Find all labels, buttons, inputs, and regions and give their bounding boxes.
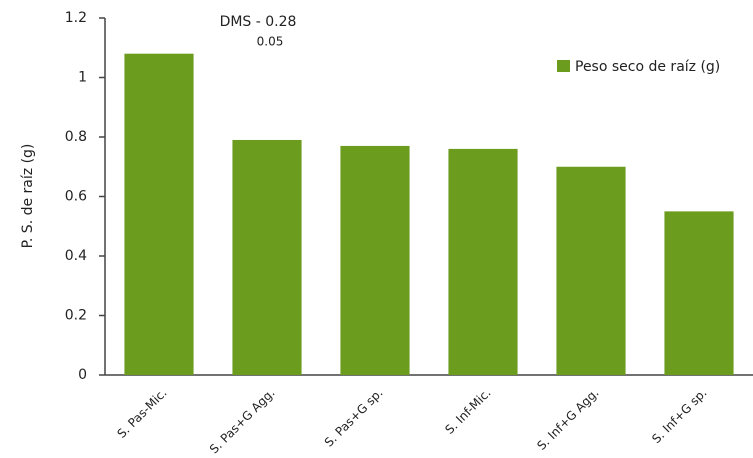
bar — [664, 211, 734, 375]
y-tick-label: 1 — [78, 70, 87, 86]
y-tick-label: 0.8 — [65, 129, 87, 145]
bar — [124, 53, 194, 375]
y-axis-label: P. S. de raíz (g) — [20, 144, 36, 249]
x-tick-label: S. Inf+G sp. — [649, 386, 709, 446]
y-tick-label: 0 — [78, 367, 87, 383]
x-tick-label: S. Inf+G Agg. — [534, 386, 601, 453]
y-tick-label: 0.2 — [65, 308, 87, 324]
y-tick-label: 0.6 — [65, 189, 87, 205]
annotation-subscript: 0.05 — [257, 35, 284, 49]
legend-swatch — [557, 60, 570, 72]
legend-label: Peso seco de raíz (g) — [575, 59, 720, 75]
x-tick-label: S. Pas-Mic. — [114, 386, 169, 441]
x-tick-label: S. Pas+G sp. — [322, 386, 386, 450]
annotation: DMS - 0.28 — [220, 14, 297, 30]
y-tick-label: 0.4 — [65, 248, 87, 264]
bar — [556, 166, 626, 375]
y-tick-label: 1.2 — [65, 10, 87, 26]
x-tick-label: S. Pas+G Agg. — [207, 386, 278, 457]
bar — [340, 145, 410, 375]
bar — [448, 148, 518, 375]
bar — [232, 139, 302, 375]
x-tick-label: S. Inf-Mic. — [442, 386, 493, 437]
